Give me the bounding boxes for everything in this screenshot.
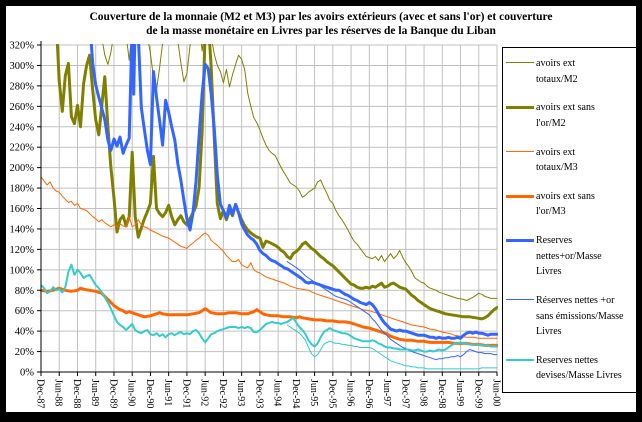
legend-item: Réserves nettes +or sans émissions/Masse… (506, 293, 635, 340)
y-tick-label: 200% (10, 163, 35, 174)
x-tick-label: Dec-89 (107, 379, 118, 408)
legend-item: avoirs ext sans l'or/M3 (506, 189, 635, 220)
y-tick-label: 180% (10, 184, 35, 195)
x-tick-label: Dec-95 (326, 379, 337, 408)
chart-title-line2: de la masse monétaire en Livres par les … (146, 25, 496, 37)
y-tick-label: 100% (10, 265, 35, 276)
x-tick-label: Dec-93 (253, 379, 264, 408)
series-line-r-serves-nettes-or-sans-missions-masse-livres (286, 261, 498, 361)
x-tick-label: Jun-97 (381, 379, 392, 406)
legend-swatch (506, 233, 536, 243)
y-tick-label: 40% (15, 327, 35, 338)
legend-item: Reserves nettes+or/Masse Livres (506, 233, 635, 280)
x-tick-label: Dec-99 (472, 379, 483, 408)
y-tick-label: 240% (10, 122, 35, 133)
y-tick-label: 0% (20, 368, 34, 379)
legend-swatch (506, 293, 536, 301)
x-tick-label: Dec-98 (436, 379, 447, 408)
series-line-avoirs-ext-totaux-m2 (102, 44, 498, 301)
legend-swatch (506, 56, 536, 63)
x-tick-label: Jun-89 (89, 379, 100, 406)
legend-swatch (506, 189, 536, 198)
legend-label: Réserves nettes +or sans émissions/Masse… (536, 295, 624, 338)
y-tick-label: 120% (10, 245, 35, 256)
x-tick-label: Jun-88 (53, 379, 64, 406)
chart-title: Couverture de la monnaie (M2 et M3) par … (6, 10, 636, 38)
gridlines (41, 44, 498, 372)
x-tick-label: Jun-94 (272, 379, 283, 406)
y-tick-label: 300% (10, 61, 35, 72)
legend-label: avoirs ext sans l'or/M2 (536, 102, 595, 129)
axes (37, 41, 498, 376)
x-tick-label: Jun-90 (126, 379, 137, 406)
legend-item: Reserves nettes devises/Masse Livres (506, 353, 635, 384)
y-tick-label: 60% (15, 306, 35, 317)
x-tick-label: Jun-93 (235, 379, 246, 406)
series-line-reserves-nettes-or-masse-livres (89, 44, 498, 340)
x-axis-labels: Dec-87 Jun-88 Dec-88 Jun-89 Dec-89 Jun-90 Dec-… (35, 379, 502, 408)
y-tick-label: 320% (10, 41, 35, 52)
legend-label: avoirs ext totaux/M3 (536, 146, 578, 174)
x-tick-label: Jun-00 (491, 379, 502, 406)
series-line-avoirs-ext-sans-l-or-m3 (41, 286, 498, 347)
x-tick-label: Dec-92 (217, 379, 228, 408)
legend-swatch (506, 100, 536, 110)
plot-area: 320% 300% 280% 260% 240% 220% 200% 180% 160% 140%… (10, 41, 502, 409)
legend-label: avoirs ext totaux/M2 (536, 58, 578, 85)
series-line-unlabeled-thin-cyan (286, 324, 498, 370)
x-tick-label: Jun-95 (308, 379, 319, 406)
legend-item: avoirs ext totaux/M2 (506, 56, 635, 87)
series-group (41, 44, 498, 370)
legend-label: avoirs ext sans l'or/M3 (536, 190, 595, 218)
x-tick-label: Dec-97 (399, 379, 410, 408)
legend-item: avoirs ext sans l'or/M2 (506, 100, 635, 131)
legend-item: avoirs ext totaux/M3 (506, 145, 635, 176)
legend-box: avoirs ext totaux/M2 avoirs ext sans l'or… (502, 47, 636, 393)
legend-label: Reserves nettes+or/Masse Livres (536, 235, 602, 278)
x-tick-label: Jun-91 (162, 379, 173, 406)
y-tick-label: 260% (10, 102, 35, 113)
x-tick-label: Dec-91 (180, 379, 191, 408)
y-tick-label: 140% (10, 224, 35, 235)
x-tick-label: Jun-99 (454, 379, 465, 406)
x-tick-label: Jun-96 (345, 379, 356, 406)
y-axis-labels: 320% 300% 280% 260% 240% 220% 200% 180% 160% 140%… (10, 41, 35, 379)
x-tick-label: Jun-98 (418, 379, 429, 406)
x-tick-label: Dec-90 (144, 379, 155, 408)
x-tick-label: Jun-92 (199, 379, 210, 406)
series-line-avoirs-ext-sans-l-or-m2 (55, 44, 498, 321)
x-tick-label: Dec-88 (71, 379, 82, 408)
y-tick-label: 80% (15, 286, 35, 297)
y-tick-label: 20% (15, 347, 35, 358)
x-tick-label: Dec-94 (290, 379, 301, 408)
y-tick-label: 220% (10, 143, 35, 154)
chart-title-line1: Couverture de la monnaie (M2 et M3) par … (89, 11, 553, 23)
legend-swatch (506, 353, 536, 361)
x-tick-label: Dec-87 (35, 379, 46, 408)
y-tick-label: 160% (10, 204, 35, 215)
x-tick-label: Dec-96 (363, 379, 374, 408)
series-line-reserves-nettes-devises-masse-livres (41, 263, 498, 353)
legend-swatch (506, 145, 536, 152)
legend-label: Reserves nettes devises/Masse Livres (536, 354, 622, 382)
y-tick-label: 280% (10, 81, 35, 92)
series-line-avoirs-ext-totaux-m3 (41, 176, 498, 339)
